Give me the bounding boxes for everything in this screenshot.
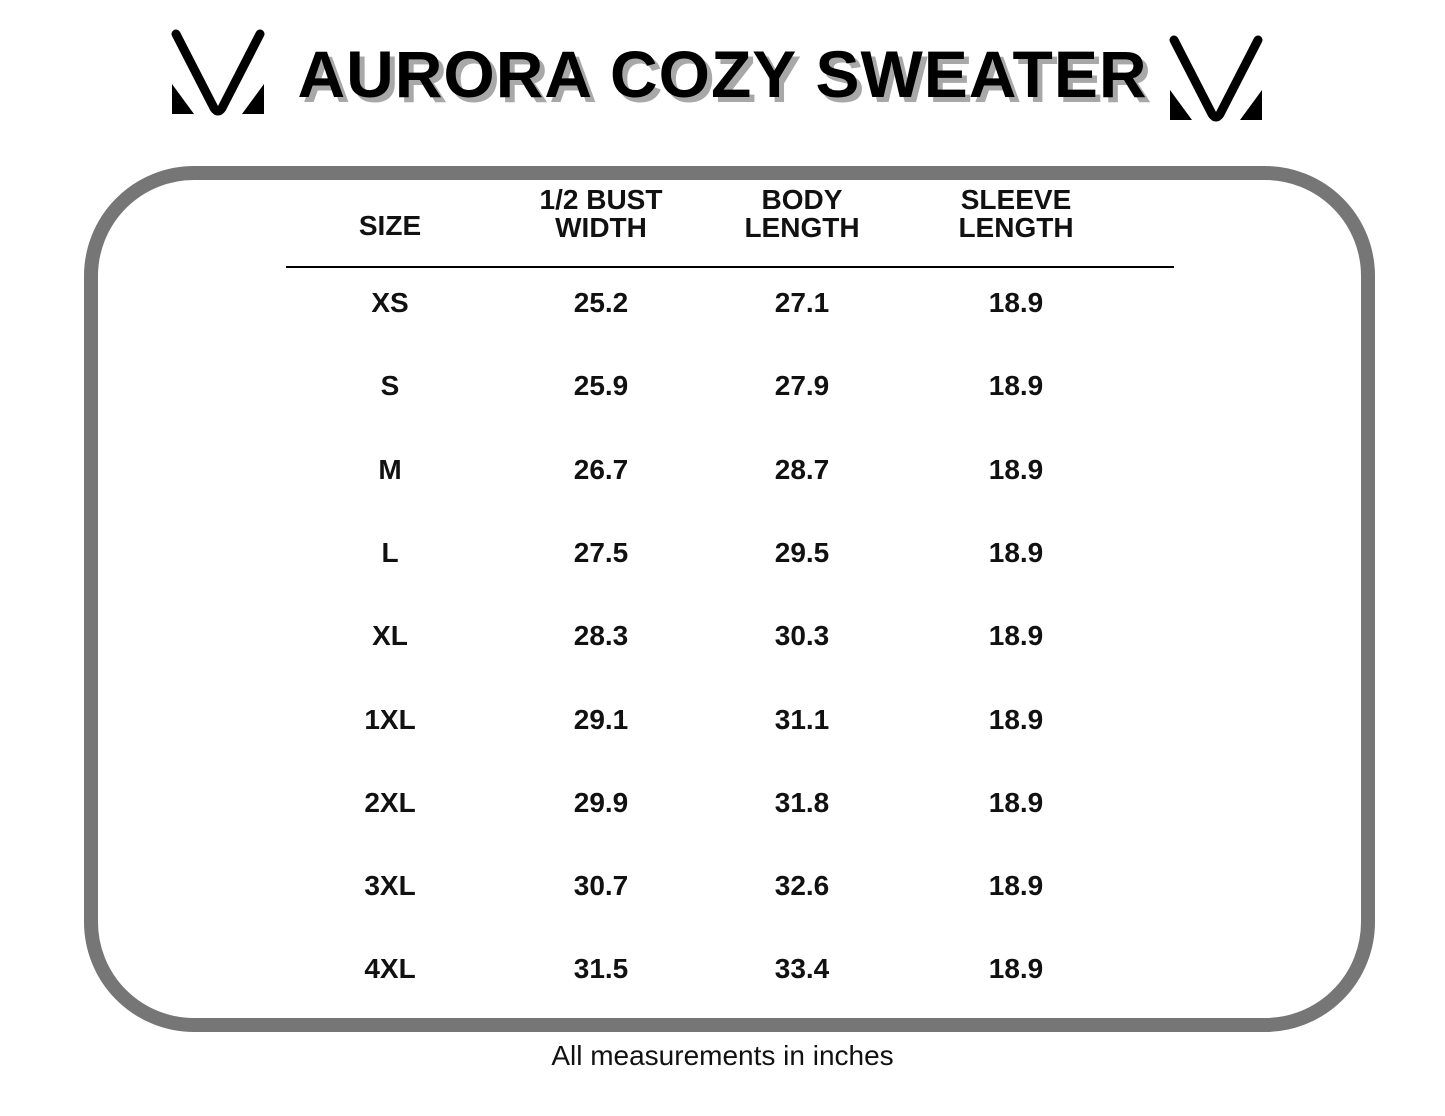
- measurement-cell: 29.1: [573, 703, 629, 735]
- measurement-cell: 18.9: [988, 953, 1044, 985]
- v-logo-icon: [171, 29, 265, 116]
- column-header-line: SIZE: [358, 210, 422, 241]
- measurement-cell: 25.9: [573, 370, 629, 402]
- measurement-cell: 18.9: [988, 703, 1044, 735]
- column-header: 1/2 BUST WIDTH: [540, 186, 663, 242]
- column-header-line: WIDTH: [555, 212, 647, 243]
- size-cell: XS: [371, 287, 409, 318]
- size-cell: 3XL: [364, 870, 416, 902]
- size-cell: S: [380, 370, 400, 402]
- v-logo-icon: [1169, 35, 1263, 122]
- measurement-cell: 18.9: [988, 870, 1044, 902]
- measurement-cell: 27.1: [774, 287, 830, 318]
- footer-note: All measurements in inches: [551, 1040, 894, 1071]
- measurement-cell: 29.9: [573, 786, 629, 818]
- size-chart-frame: [84, 166, 1375, 1032]
- measurement-cell: 18.9: [988, 620, 1044, 652]
- measurement-cell: 28.7: [774, 453, 830, 485]
- measurement-cell: 18.9: [988, 536, 1044, 568]
- measurement-cell: 28.3: [573, 620, 629, 652]
- size-cell: 2XL: [364, 786, 416, 818]
- measurement-cell: 31.1: [774, 703, 830, 735]
- size-cell: 1XL: [364, 703, 416, 735]
- size-cell: M: [378, 453, 402, 485]
- size-cell: XL: [372, 620, 408, 652]
- column-header-line: SLEEVE: [960, 184, 1072, 215]
- column-header: SIZE: [359, 212, 421, 240]
- measurement-cell: 18.9: [988, 287, 1044, 318]
- measurement-cell: 18.9: [988, 370, 1044, 402]
- measurement-cell: 31.8: [774, 786, 830, 818]
- measurement-cell: 30.7: [573, 870, 629, 902]
- column-header-line: LENGTH: [958, 212, 1074, 243]
- column-header-line: 1/2 BUST: [539, 184, 663, 215]
- measurement-cell: 25.2: [573, 287, 629, 318]
- measurement-cell: 29.5: [774, 536, 830, 568]
- measurement-cell: 27.9: [774, 370, 830, 402]
- measurement-cell: 30.3: [774, 620, 830, 652]
- measurement-cell: 27.5: [573, 536, 629, 568]
- column-header-line: BODY: [761, 184, 843, 215]
- measurement-cell: 33.4: [774, 953, 830, 985]
- column-header: BODY LENGTH: [744, 186, 859, 242]
- measurement-cell: 32.6: [774, 870, 830, 902]
- page-title: AURORA COZY SWEATER: [297, 37, 1148, 111]
- column-header-line: LENGTH: [744, 212, 860, 243]
- measurement-cell: 18.9: [988, 786, 1044, 818]
- size-cell: L: [381, 536, 399, 568]
- measurement-cell: 31.5: [573, 953, 629, 985]
- measurement-cell: 18.9: [988, 453, 1044, 485]
- size-cell: 4XL: [364, 953, 416, 985]
- measurement-cell: 26.7: [573, 453, 629, 485]
- header-divider: [286, 266, 1174, 268]
- column-header: SLEEVE LENGTH: [958, 186, 1073, 242]
